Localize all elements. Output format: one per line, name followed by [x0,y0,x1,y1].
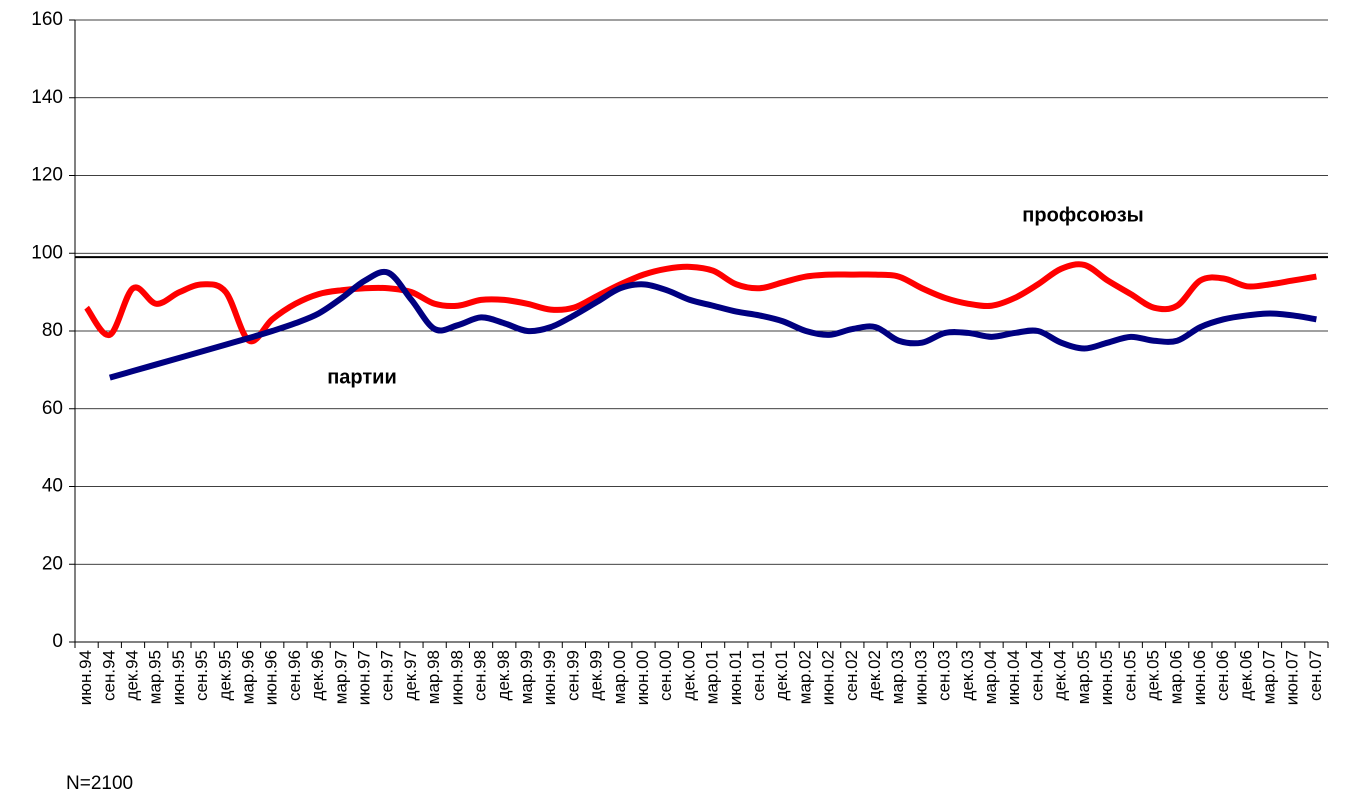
x-tick-label: дек.98 [494,650,513,700]
y-tick-label: 60 [42,398,63,419]
x-tick-label: сен.01 [749,650,768,701]
x-tick-label: мар.00 [610,650,629,704]
x-tick-label: мар.02 [795,650,814,704]
x-tick-label: мар.03 [888,650,907,704]
x-tick-label: дек.96 [308,650,327,700]
x-tick-label: сен.02 [842,650,861,701]
x-tick-label: июн.00 [633,650,652,705]
x-tick-label: сен.97 [378,650,397,701]
x-tick-label: сен.00 [656,650,675,701]
x-tick-label: мар.07 [1259,650,1278,704]
x-tick-label: мар.06 [1167,650,1186,704]
x-tick-label: июн.05 [1097,650,1116,705]
x-tick-label: июн.06 [1190,650,1209,705]
x-tick-label: дек.03 [958,650,977,700]
x-tick-label: июн.97 [355,650,374,705]
annotation: профсоюзы [1022,204,1143,226]
x-tick-label: июн.03 [911,650,930,705]
x-tick-label: сен.95 [192,650,211,701]
x-tick-label: мар.04 [981,650,1000,704]
x-tick-label: дек.02 [865,650,884,700]
x-tick-label: сен.07 [1306,650,1325,701]
y-tick-label: 160 [31,9,63,30]
y-tick-label: 0 [52,631,63,652]
x-tick-label: июн.04 [1004,650,1023,705]
series-line [108,268,1317,381]
x-tick-label: июн.94 [76,650,95,705]
x-tick-label: дек.97 [401,650,420,700]
x-tick-label: сен.06 [1213,650,1232,701]
x-tick-label: сен.05 [1120,650,1139,701]
x-tick-label: дек.06 [1236,650,1255,700]
y-tick-label: 120 [31,165,63,186]
x-tick-label: сен.94 [99,650,118,701]
x-tick-label: июн.95 [169,650,188,705]
x-tick-label: сен.03 [935,650,954,701]
x-tick-label: дек.00 [679,650,698,700]
annotation: партии [327,366,397,388]
x-tick-label: июн.01 [726,650,745,705]
x-tick-label: дек.95 [215,650,234,700]
x-tick-label: мар.05 [1074,650,1093,704]
x-tick-label: июн.02 [819,650,838,705]
y-tick-label: 140 [31,87,63,108]
x-tick-label: дек.01 [772,650,791,700]
y-tick-label: 80 [42,320,63,341]
series-line [84,261,1317,345]
y-tick-label: 20 [42,553,63,574]
x-tick-label: дек.05 [1143,650,1162,700]
x-tick-label: июн.98 [447,650,466,705]
x-tick-label: июн.99 [540,650,559,705]
x-tick-label: мар.95 [146,650,165,704]
x-tick-label: мар.96 [239,650,258,704]
x-tick-label: дек.99 [587,650,606,700]
x-tick-label: дек.94 [122,650,141,700]
x-tick-label: мар.99 [517,650,536,704]
x-tick-label: сен.04 [1027,650,1046,701]
x-tick-label: мар.97 [331,650,350,704]
x-tick-label: сен.98 [471,650,490,701]
x-tick-label: июн.07 [1283,650,1302,705]
x-tick-label: июн.96 [262,650,281,705]
x-tick-label: сен.96 [285,650,304,701]
x-tick-label: мар.98 [424,650,443,704]
x-tick-label: мар.01 [703,650,722,704]
y-tick-label: 100 [31,242,63,263]
y-tick-label: 40 [42,476,63,497]
annotation: N=2100 [66,773,133,794]
x-tick-label: сен.99 [563,650,582,701]
x-tick-label: дек.04 [1051,650,1070,700]
